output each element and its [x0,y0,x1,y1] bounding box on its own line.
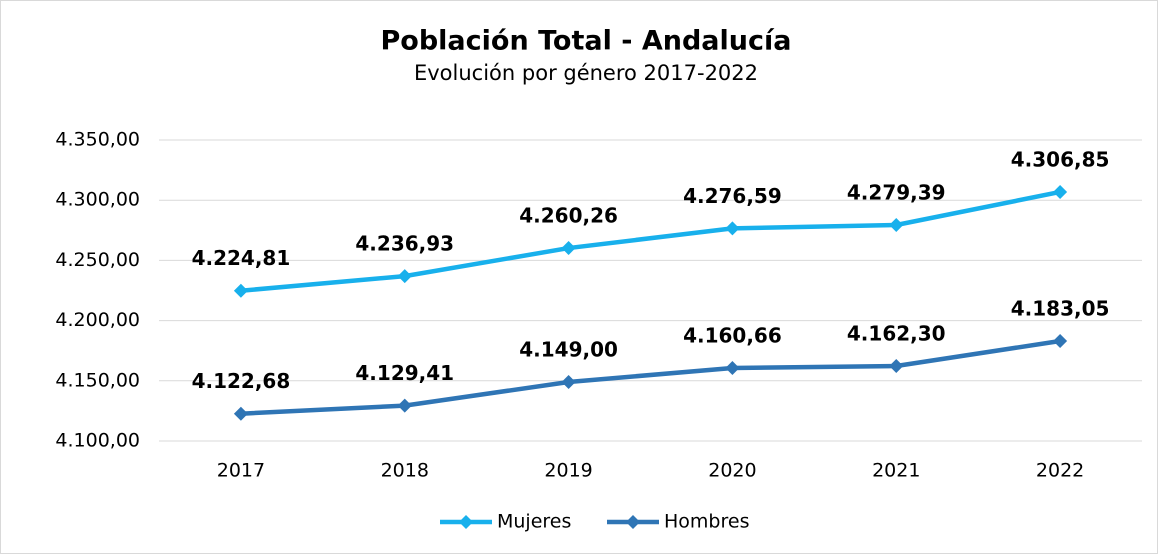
data-point [397,398,412,413]
chart-subtitle: Evolución por género 2017-2022 [414,61,758,85]
data-point [1053,184,1068,199]
data-point [233,283,248,298]
data-point [725,360,740,375]
data-point [1053,334,1068,349]
data-label: 4.279,39 [847,181,946,205]
data-label: 4.224,81 [192,246,291,270]
data-label: 4.122,68 [192,369,291,393]
data-label: 4.183,05 [1011,297,1110,321]
legend-marker [459,515,473,529]
data-point [561,241,576,256]
x-tick-label: 2019 [544,460,592,482]
data-point [725,221,740,236]
x-tick-label: 2020 [708,460,756,482]
y-tick-label: 4.100,00 [55,430,140,452]
x-tick-label: 2018 [381,460,429,482]
series-line [240,189,1061,293]
y-tick-label: 4.300,00 [55,189,140,211]
legend-label: Hombres [664,511,749,533]
x-tick-label: 2021 [872,460,920,482]
data-label: 4.260,26 [519,204,618,228]
data-label: 4.306,85 [1011,147,1110,171]
y-tick-label: 4.200,00 [55,309,140,331]
y-tick-label: 4.250,00 [55,249,140,271]
data-label: 4.236,93 [355,232,454,256]
data-point [889,218,904,233]
legend-marker [626,515,640,529]
data-label: 4.149,00 [519,338,618,362]
y-tick-label: 4.350,00 [55,129,140,151]
x-tick-label: 2022 [1036,460,1084,482]
data-label: 4.162,30 [847,321,946,345]
data-point [233,406,248,421]
data-point [889,358,904,373]
legend-label: Mujeres [497,511,571,533]
y-tick-label: 4.150,00 [55,369,140,391]
data-label: 4.276,59 [683,184,782,208]
series-line [240,338,1061,416]
data-label: 4.160,66 [683,323,782,347]
data-label: 4.129,41 [355,361,454,385]
chart-title: Población Total - Andalucía [381,26,792,57]
x-tick-label: 2017 [217,460,265,482]
data-point [397,269,412,284]
data-point [561,375,576,390]
